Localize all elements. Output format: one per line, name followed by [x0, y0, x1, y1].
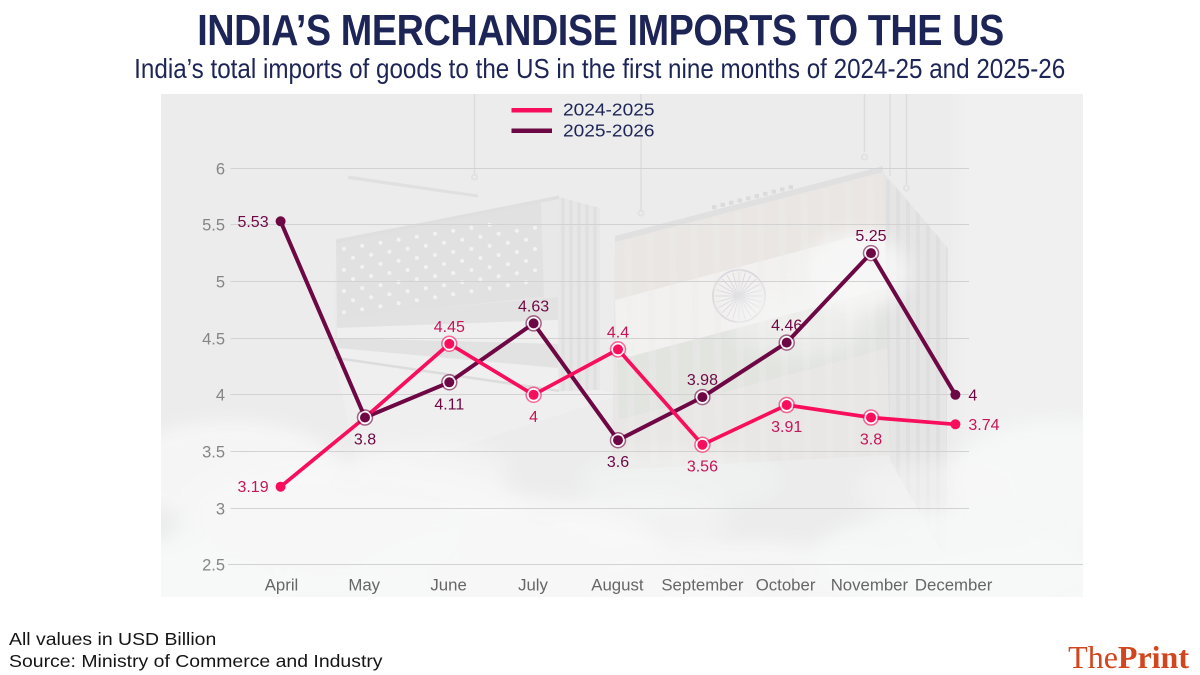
svg-text:2024-2025: 2024-2025	[563, 99, 655, 119]
svg-text:4: 4	[968, 387, 977, 404]
svg-text:2.5: 2.5	[202, 556, 225, 574]
svg-text:3: 3	[216, 500, 225, 518]
svg-text:5.5: 5.5	[202, 216, 225, 234]
svg-text:November: November	[831, 576, 909, 595]
svg-text:5: 5	[216, 273, 225, 291]
svg-text:2025-2026: 2025-2026	[563, 121, 655, 141]
svg-text:April: April	[265, 576, 299, 595]
svg-text:4: 4	[216, 386, 225, 404]
svg-text:4.4: 4.4	[607, 324, 629, 341]
svg-text:December: December	[915, 576, 993, 595]
svg-text:3.56: 3.56	[687, 459, 718, 476]
svg-text:3.98: 3.98	[687, 372, 718, 389]
svg-text:October: October	[756, 576, 816, 595]
svg-text:4.5: 4.5	[202, 330, 225, 348]
svg-text:4.11: 4.11	[434, 396, 464, 413]
svg-text:3.6: 3.6	[607, 454, 629, 471]
svg-text:5.25: 5.25	[855, 228, 886, 245]
svg-text:August: August	[591, 576, 644, 595]
svg-text:3.8: 3.8	[354, 432, 376, 449]
svg-text:September: September	[661, 576, 743, 595]
svg-text:3.5: 3.5	[202, 443, 225, 461]
svg-text:4.46: 4.46	[771, 318, 802, 335]
svg-text:3.19: 3.19	[237, 479, 268, 496]
svg-text:6: 6	[216, 160, 225, 178]
svg-text:3.8: 3.8	[860, 432, 882, 449]
svg-text:3.91: 3.91	[771, 419, 802, 436]
svg-text:4.63: 4.63	[518, 298, 549, 315]
svg-text:3.74: 3.74	[968, 417, 999, 434]
svg-text:May: May	[348, 576, 380, 595]
svg-text:4: 4	[529, 409, 538, 426]
svg-text:June: June	[430, 576, 466, 595]
svg-text:5.53: 5.53	[237, 214, 268, 231]
svg-text:July: July	[518, 576, 548, 595]
svg-text:4.45: 4.45	[434, 319, 465, 336]
